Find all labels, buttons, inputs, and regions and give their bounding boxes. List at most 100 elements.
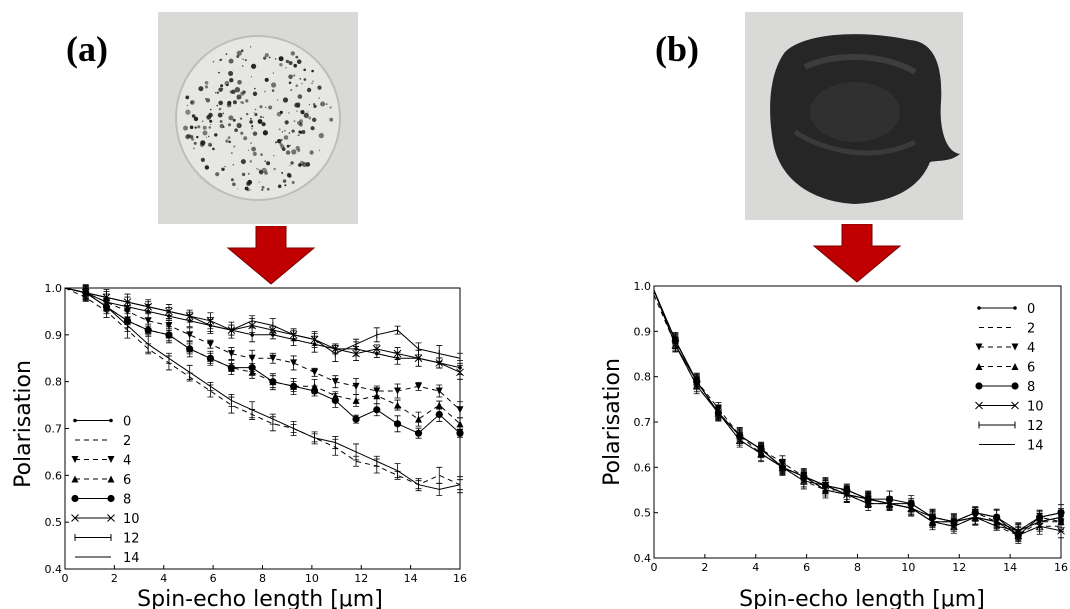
error-bar	[165, 352, 172, 364]
y-tick-label: 0.5	[634, 507, 652, 520]
series-line-14	[64, 287, 461, 490]
x-tick-label: 4	[160, 572, 167, 585]
data-point	[456, 368, 464, 377]
legend-label-14: 14	[1027, 439, 1044, 454]
error-bar	[249, 401, 256, 419]
error-bar	[1036, 510, 1043, 524]
data-point	[393, 349, 402, 358]
error-bar	[950, 513, 957, 531]
legend-marker	[977, 306, 981, 310]
error-bar	[929, 515, 936, 529]
y-tick-label: 1.0	[634, 280, 652, 293]
series-line-10	[653, 290, 1062, 536]
data-point	[373, 392, 381, 400]
error-bar	[758, 443, 765, 455]
legend-label-4: 4	[123, 454, 131, 469]
data-point	[435, 401, 443, 409]
data-point	[352, 396, 360, 404]
legend-label-4: 4	[1027, 341, 1035, 356]
x-tick-label: 0	[62, 572, 69, 585]
x-tick-label: 2	[111, 572, 118, 585]
error-bar	[145, 335, 152, 353]
x-tick-label: 14	[404, 572, 418, 585]
data-point	[456, 406, 464, 414]
y-tick-label: 0.4	[634, 552, 652, 565]
data-point	[456, 429, 464, 437]
error-bar	[82, 285, 89, 301]
y-tick-label: 0.9	[45, 329, 63, 342]
error-bar	[394, 463, 401, 479]
error-bar	[415, 480, 422, 490]
data-point	[456, 420, 464, 428]
chart-a-ylabel: Polarisation	[11, 360, 36, 488]
data-point	[394, 387, 402, 395]
data-point	[144, 317, 152, 325]
data-point	[352, 382, 360, 390]
legend-marker	[1013, 306, 1017, 310]
legend: 0 2 4 6 8 10 12 14	[71, 415, 140, 566]
down-arrow-a-icon	[226, 226, 316, 285]
chart-b: Spin-echo length [μm] Polarisation 0 2 4 6 8…	[600, 280, 1068, 609]
legend-marker	[975, 343, 983, 351]
x-tick-label: 12	[952, 561, 966, 574]
data-point	[435, 410, 443, 419]
y-tick-label: 0.6	[634, 461, 652, 474]
data-point	[290, 382, 298, 390]
data-point	[227, 350, 235, 358]
error-bar	[207, 381, 214, 391]
legend-label-10: 10	[1027, 400, 1044, 415]
error-bar	[457, 476, 463, 494]
legend-marker	[975, 363, 983, 370]
series-line-12	[64, 287, 461, 359]
y-tick-label: 0.5	[45, 516, 63, 529]
legend-label-12: 12	[123, 532, 140, 547]
x-tick-label: 8	[259, 572, 266, 585]
error-bar	[373, 455, 380, 467]
x-tick-label: 14	[1003, 561, 1017, 574]
sample-photo-b	[745, 12, 963, 220]
data-point	[352, 415, 360, 423]
data-point	[414, 354, 423, 363]
x-tick-label: 10	[305, 572, 319, 585]
legend-marker	[107, 475, 115, 483]
legend-label-8: 8	[1027, 380, 1035, 395]
panel-label-a: (a)	[66, 29, 108, 69]
series-line-4	[64, 287, 461, 411]
legend-label-0: 0	[123, 415, 131, 430]
series-line-14	[653, 290, 1062, 532]
x-tick-label: 10	[901, 561, 915, 574]
series-line-0	[64, 287, 461, 369]
legend-marker	[107, 514, 115, 522]
data-point	[248, 354, 256, 362]
y-tick-label: 0.9	[634, 325, 652, 338]
data-point	[269, 354, 277, 362]
data-point	[206, 340, 214, 348]
legend-marker	[107, 494, 115, 503]
legend-marker	[1011, 382, 1019, 390]
chart-b-ylabel: Polarisation	[600, 358, 625, 486]
data-point	[415, 382, 423, 390]
legend-marker	[1011, 343, 1019, 351]
legend-label-2: 2	[123, 434, 131, 449]
error-bar	[736, 427, 743, 444]
legend: 0 2 4 6 8 10 12 14	[975, 302, 1044, 454]
data-point	[373, 406, 381, 414]
data-point	[393, 420, 402, 428]
legend-label-8: 8	[123, 493, 131, 508]
data-point	[331, 378, 339, 386]
x-tick-label: 16	[453, 572, 467, 585]
panel-label-b: (b)	[655, 29, 699, 69]
legend-marker	[975, 382, 983, 390]
legend-marker	[71, 475, 79, 483]
data-point	[394, 401, 402, 409]
legend-label-10: 10	[123, 512, 140, 527]
error-bar	[800, 472, 807, 481]
error-bar	[822, 483, 829, 497]
error-bar	[843, 486, 850, 503]
error-bar	[290, 421, 297, 436]
legend-marker	[107, 456, 115, 463]
error-bar	[269, 413, 276, 425]
error-bar	[1015, 526, 1022, 536]
legend-marker	[71, 456, 79, 463]
error-bar	[124, 319, 131, 332]
